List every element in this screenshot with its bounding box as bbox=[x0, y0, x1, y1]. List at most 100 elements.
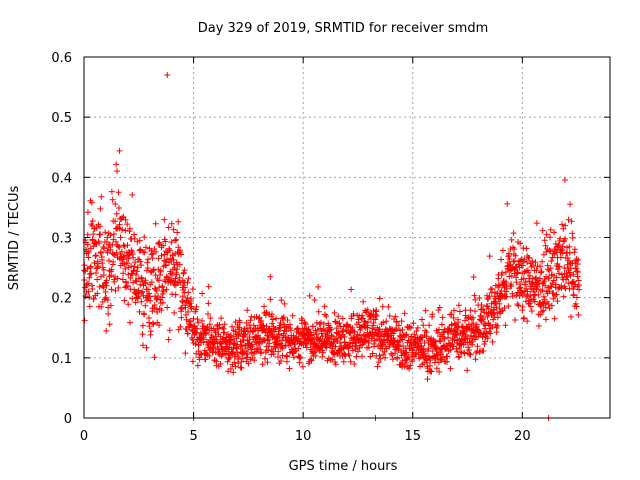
data-point bbox=[506, 256, 513, 263]
data-point bbox=[134, 264, 141, 271]
x-tick-label: 10 bbox=[295, 429, 312, 444]
data-point bbox=[411, 331, 418, 338]
data-point bbox=[173, 236, 180, 243]
data-point bbox=[510, 258, 517, 265]
data-point bbox=[250, 322, 257, 329]
data-point bbox=[386, 343, 393, 350]
data-point bbox=[158, 307, 165, 314]
data-point bbox=[418, 342, 425, 349]
data-point bbox=[485, 305, 492, 312]
data-point bbox=[335, 313, 342, 320]
data-point bbox=[216, 321, 223, 328]
data-point bbox=[455, 353, 462, 360]
data-point bbox=[100, 266, 107, 273]
data-point bbox=[205, 283, 212, 290]
data-point bbox=[180, 269, 187, 276]
data-point bbox=[537, 303, 544, 310]
data-point bbox=[536, 275, 543, 282]
data-point bbox=[548, 258, 555, 265]
data-point bbox=[149, 250, 156, 257]
data-point bbox=[350, 311, 357, 318]
data-point bbox=[485, 321, 492, 328]
data-point bbox=[115, 189, 122, 196]
data-point bbox=[503, 285, 510, 292]
data-point bbox=[262, 328, 269, 335]
data-point bbox=[88, 199, 95, 206]
data-point bbox=[539, 287, 546, 294]
data-point bbox=[508, 236, 515, 243]
data-point bbox=[238, 365, 245, 372]
data-point bbox=[328, 326, 335, 333]
data-point bbox=[568, 218, 575, 225]
data-point bbox=[560, 225, 567, 232]
data-point bbox=[403, 349, 410, 356]
data-point bbox=[553, 274, 560, 281]
data-point bbox=[526, 300, 533, 307]
data-point bbox=[148, 251, 155, 258]
data-point bbox=[448, 311, 455, 318]
data-point bbox=[121, 243, 128, 250]
data-point bbox=[248, 346, 255, 353]
data-point bbox=[218, 340, 225, 347]
y-tick-label: 0 bbox=[64, 412, 72, 427]
data-point bbox=[333, 325, 340, 332]
data-point bbox=[286, 365, 293, 372]
data-point bbox=[541, 276, 548, 283]
data-point bbox=[194, 325, 201, 332]
data-point bbox=[219, 324, 226, 331]
data-point bbox=[233, 345, 240, 352]
data-point bbox=[393, 318, 400, 325]
data-point bbox=[115, 243, 122, 250]
data-point bbox=[113, 249, 120, 256]
data-point bbox=[441, 335, 448, 342]
data-point bbox=[283, 352, 290, 359]
grid-lines bbox=[84, 57, 610, 418]
data-point bbox=[326, 336, 333, 343]
data-point bbox=[481, 338, 488, 345]
data-point bbox=[513, 292, 520, 299]
data-point bbox=[507, 261, 514, 268]
data-point bbox=[533, 267, 540, 274]
data-point bbox=[470, 273, 477, 280]
data-point bbox=[281, 300, 288, 307]
data-point bbox=[132, 259, 139, 266]
data-point bbox=[124, 242, 131, 249]
data-point bbox=[365, 344, 372, 351]
data-point bbox=[312, 352, 319, 359]
data-point bbox=[169, 271, 176, 278]
data-point bbox=[498, 256, 505, 263]
data-point bbox=[132, 299, 139, 306]
data-point bbox=[393, 326, 400, 333]
data-point bbox=[314, 334, 321, 341]
data-point bbox=[462, 331, 469, 338]
data-point bbox=[486, 253, 493, 260]
data-point bbox=[372, 311, 379, 318]
data-point bbox=[548, 283, 555, 290]
data-point bbox=[108, 272, 115, 279]
data-point bbox=[499, 247, 506, 254]
data-point bbox=[427, 357, 434, 364]
data-point bbox=[470, 320, 477, 327]
data-point bbox=[197, 351, 204, 358]
data-point bbox=[193, 303, 200, 310]
data-point bbox=[181, 267, 188, 274]
data-point bbox=[491, 298, 498, 305]
x-tick-label: 5 bbox=[189, 429, 197, 444]
data-point bbox=[134, 268, 141, 275]
data-point bbox=[546, 247, 553, 254]
data-point bbox=[444, 353, 451, 360]
data-point bbox=[504, 200, 511, 207]
data-point bbox=[269, 316, 276, 323]
data-point bbox=[265, 336, 272, 343]
data-point bbox=[540, 307, 547, 314]
data-point bbox=[217, 360, 224, 367]
data-point bbox=[562, 222, 569, 229]
data-point bbox=[93, 269, 100, 276]
data-point bbox=[520, 314, 527, 321]
data-point bbox=[104, 249, 111, 256]
data-point bbox=[512, 317, 519, 324]
data-point bbox=[438, 356, 445, 363]
data-point bbox=[145, 256, 152, 263]
data-point bbox=[146, 323, 153, 330]
data-point bbox=[313, 331, 320, 338]
